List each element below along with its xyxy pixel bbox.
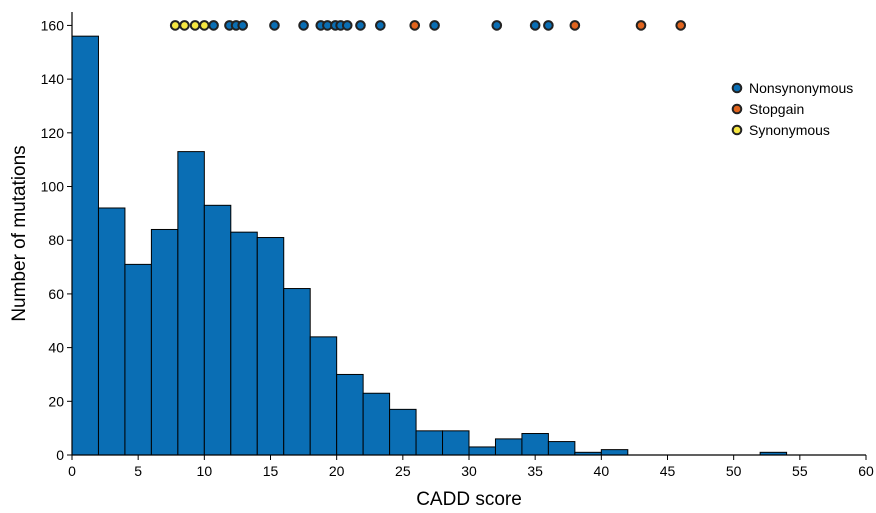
histogram-bar xyxy=(336,373,364,456)
variant-point xyxy=(355,20,366,31)
x-tick-label: 60 xyxy=(858,463,874,479)
y-tick-label: 60 xyxy=(48,286,64,302)
legend-label: Synonymous xyxy=(749,122,830,138)
x-tick-label: 30 xyxy=(461,463,477,479)
histogram-bars xyxy=(71,35,788,456)
variant-point xyxy=(341,20,353,31)
y-tick-label: 160 xyxy=(41,17,65,33)
variant-point xyxy=(675,20,687,31)
x-tick-label: 55 xyxy=(792,463,808,479)
axes: 0 5 10 15 20 25 30 35 40 45 50 55 60 0 20 40 60 80 100 120 1… xyxy=(41,12,874,479)
x-tick-label: 15 xyxy=(263,463,279,479)
y-tick-label: 80 xyxy=(48,232,64,248)
legend-marker xyxy=(731,124,743,136)
histogram-bar xyxy=(362,392,391,456)
x-tick-label: 45 xyxy=(660,463,676,479)
variant-point xyxy=(189,20,201,31)
y-tick-label: 140 xyxy=(41,71,65,87)
histogram-bar xyxy=(415,430,444,456)
x-tick-label: 0 xyxy=(68,463,76,479)
histogram-bar xyxy=(203,204,232,456)
x-tick-label: 10 xyxy=(197,463,213,479)
variant-point xyxy=(529,20,541,31)
variant-point xyxy=(375,20,386,31)
histogram-bar xyxy=(256,237,285,456)
variant-point xyxy=(491,20,503,31)
histogram-bar xyxy=(97,207,126,456)
legend-label: Nonsynonymous xyxy=(749,80,853,96)
variant-point xyxy=(569,20,581,31)
variant-point xyxy=(208,20,219,31)
variant-point xyxy=(169,20,181,31)
variant-point xyxy=(298,20,309,31)
x-tick-label: 20 xyxy=(329,463,345,479)
histogram-bar xyxy=(124,263,152,456)
legend-label: Stopgain xyxy=(749,101,804,117)
legend: Nonsynonymous Stopgain Synonymous xyxy=(731,80,853,138)
x-tick-label: 25 xyxy=(395,463,411,479)
x-tick-label: 35 xyxy=(527,463,543,479)
legend-marker xyxy=(731,82,743,94)
variant-point xyxy=(429,20,440,31)
histogram-bar xyxy=(230,231,258,456)
variant-point xyxy=(237,20,249,31)
histogram-bar xyxy=(71,35,99,456)
variant-point xyxy=(179,20,190,31)
variant-point xyxy=(543,20,554,31)
y-axis-title: Number of mutations xyxy=(9,145,30,321)
x-tick-label: 40 xyxy=(594,463,610,479)
y-tick-label: 40 xyxy=(48,340,64,356)
histogram-bar xyxy=(547,441,576,456)
variant-point xyxy=(269,20,280,31)
y-tick-label: 120 xyxy=(41,125,65,141)
histogram-bar xyxy=(521,433,549,456)
x-tick-label: 5 xyxy=(134,463,142,479)
histogram-bar xyxy=(150,228,179,456)
variant-point xyxy=(409,20,421,31)
y-tick-label: 0 xyxy=(56,447,64,463)
x-tick-label: 50 xyxy=(726,463,742,479)
histogram-bar xyxy=(600,449,629,456)
histogram-bar xyxy=(494,438,523,456)
histogram-bar xyxy=(442,430,470,456)
variant-point xyxy=(199,20,210,31)
y-tick-label: 100 xyxy=(41,179,65,195)
y-tick-label: 20 xyxy=(48,393,64,409)
histogram-bar xyxy=(389,408,417,456)
legend-marker xyxy=(731,103,743,115)
variant-points xyxy=(169,20,687,31)
variant-point xyxy=(635,20,647,31)
histogram-bar xyxy=(468,446,496,456)
histogram-bar xyxy=(309,336,338,456)
histogram-bar xyxy=(283,288,311,456)
x-axis-title: CADD score xyxy=(416,489,522,510)
histogram-bar xyxy=(177,151,205,456)
